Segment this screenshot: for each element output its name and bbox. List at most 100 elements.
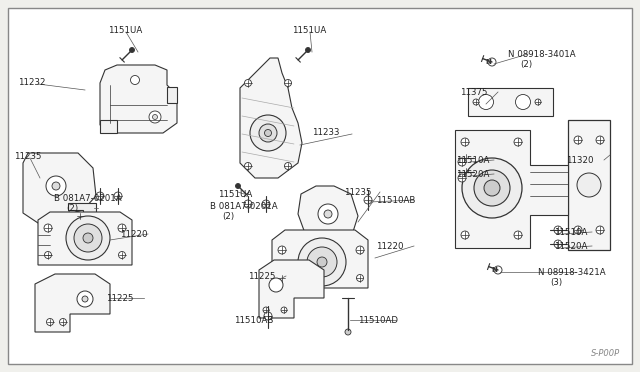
Circle shape bbox=[462, 168, 470, 176]
Text: N 08918-3421A: N 08918-3421A bbox=[538, 268, 605, 277]
Circle shape bbox=[259, 124, 277, 142]
Circle shape bbox=[356, 275, 364, 282]
Circle shape bbox=[305, 48, 310, 52]
Circle shape bbox=[244, 163, 252, 170]
Text: 11235: 11235 bbox=[344, 188, 371, 197]
Polygon shape bbox=[272, 230, 368, 288]
Circle shape bbox=[269, 278, 283, 292]
Circle shape bbox=[285, 163, 291, 170]
Circle shape bbox=[66, 216, 110, 260]
Circle shape bbox=[458, 158, 466, 166]
Circle shape bbox=[484, 180, 500, 196]
Text: 11520A: 11520A bbox=[554, 242, 588, 251]
Circle shape bbox=[131, 76, 140, 84]
Circle shape bbox=[356, 246, 364, 254]
Circle shape bbox=[236, 183, 241, 189]
Polygon shape bbox=[35, 274, 110, 332]
Text: 11225: 11225 bbox=[248, 272, 275, 281]
Text: 11220: 11220 bbox=[120, 230, 147, 239]
Text: N: N bbox=[485, 59, 491, 65]
Circle shape bbox=[317, 257, 327, 267]
Circle shape bbox=[83, 233, 93, 243]
Circle shape bbox=[554, 240, 562, 248]
Text: 11225: 11225 bbox=[106, 294, 134, 303]
Circle shape bbox=[263, 307, 269, 313]
Circle shape bbox=[515, 94, 531, 109]
Bar bbox=[468, 88, 553, 116]
Circle shape bbox=[244, 200, 252, 208]
Circle shape bbox=[82, 296, 88, 302]
Text: 11235: 11235 bbox=[14, 152, 42, 161]
Circle shape bbox=[364, 196, 372, 204]
Circle shape bbox=[118, 251, 125, 259]
Text: 1151UA: 1151UA bbox=[108, 26, 142, 35]
Text: 1151UA: 1151UA bbox=[292, 26, 326, 35]
Circle shape bbox=[278, 246, 286, 254]
Text: 1151UA: 1151UA bbox=[218, 190, 252, 199]
Circle shape bbox=[462, 158, 522, 218]
Circle shape bbox=[152, 115, 157, 119]
Polygon shape bbox=[167, 87, 177, 103]
Polygon shape bbox=[100, 65, 177, 133]
Text: (2): (2) bbox=[520, 60, 532, 69]
Text: N 08918-3401A: N 08918-3401A bbox=[508, 50, 575, 59]
Circle shape bbox=[129, 48, 134, 52]
Circle shape bbox=[262, 200, 270, 208]
Circle shape bbox=[149, 111, 161, 123]
Text: 11510A: 11510A bbox=[456, 156, 490, 165]
Text: 11233: 11233 bbox=[312, 128, 339, 137]
Circle shape bbox=[494, 266, 502, 274]
Circle shape bbox=[77, 291, 93, 307]
Text: (3): (3) bbox=[550, 278, 562, 287]
Circle shape bbox=[514, 231, 522, 239]
Circle shape bbox=[554, 226, 562, 234]
Circle shape bbox=[577, 173, 601, 197]
Polygon shape bbox=[38, 212, 132, 265]
Circle shape bbox=[596, 136, 604, 144]
Circle shape bbox=[461, 231, 469, 239]
Circle shape bbox=[114, 192, 122, 200]
Circle shape bbox=[461, 138, 469, 146]
Text: 11510AD: 11510AD bbox=[358, 316, 398, 325]
Circle shape bbox=[462, 154, 470, 162]
Circle shape bbox=[495, 267, 500, 273]
Polygon shape bbox=[68, 203, 96, 223]
Circle shape bbox=[596, 226, 604, 234]
Text: 11232: 11232 bbox=[18, 78, 45, 87]
Text: 11220: 11220 bbox=[376, 242, 403, 251]
Circle shape bbox=[490, 60, 495, 64]
Circle shape bbox=[264, 312, 272, 320]
Circle shape bbox=[574, 136, 582, 144]
Circle shape bbox=[345, 329, 351, 335]
Polygon shape bbox=[100, 120, 117, 133]
Circle shape bbox=[488, 58, 496, 66]
Bar bbox=[568, 120, 610, 250]
Text: S-P00P: S-P00P bbox=[591, 349, 620, 358]
Polygon shape bbox=[259, 260, 324, 318]
Polygon shape bbox=[455, 130, 568, 248]
Circle shape bbox=[474, 170, 510, 206]
Circle shape bbox=[278, 275, 285, 282]
Circle shape bbox=[281, 307, 287, 313]
Circle shape bbox=[45, 251, 51, 259]
Circle shape bbox=[118, 224, 126, 232]
Circle shape bbox=[458, 174, 466, 182]
Text: B 081A7-0201A: B 081A7-0201A bbox=[54, 194, 122, 203]
Polygon shape bbox=[23, 153, 96, 223]
Circle shape bbox=[514, 138, 522, 146]
Circle shape bbox=[244, 80, 252, 87]
Circle shape bbox=[479, 94, 493, 109]
Circle shape bbox=[324, 210, 332, 218]
Text: 11510A: 11510A bbox=[554, 228, 588, 237]
Circle shape bbox=[318, 204, 338, 224]
Polygon shape bbox=[240, 58, 302, 178]
Circle shape bbox=[307, 247, 337, 277]
Circle shape bbox=[285, 80, 291, 87]
Circle shape bbox=[46, 176, 66, 196]
Text: B 081A7-0201A: B 081A7-0201A bbox=[210, 202, 278, 211]
Circle shape bbox=[77, 213, 83, 219]
Text: 11510AB: 11510AB bbox=[376, 196, 415, 205]
Circle shape bbox=[47, 318, 54, 326]
Circle shape bbox=[60, 318, 67, 326]
Text: 11320: 11320 bbox=[566, 156, 593, 165]
